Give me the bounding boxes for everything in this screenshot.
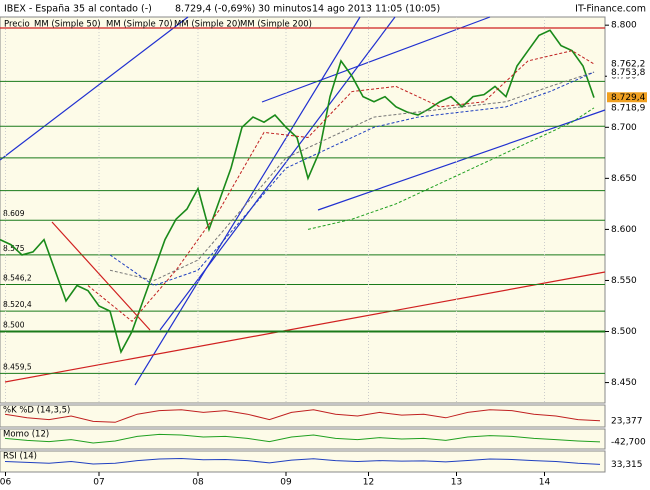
y-tick-label: 8.550 xyxy=(611,276,637,286)
y-tick-label: 8.700 xyxy=(611,123,637,133)
indicator-line xyxy=(4,457,601,465)
y-tick-label: 8.500 xyxy=(611,327,637,337)
panel xyxy=(0,404,606,428)
price-tag xyxy=(607,92,647,103)
panel xyxy=(0,450,606,473)
x-tick-label: 06 xyxy=(0,478,11,488)
series-line xyxy=(109,71,595,287)
trend-line xyxy=(0,16,189,161)
indicator-name: %K %D (14,3,5) xyxy=(3,406,70,416)
x-tick-label: 13 xyxy=(451,478,462,488)
indicator-name: Momo (12) xyxy=(3,430,49,440)
indicator-line xyxy=(4,433,601,444)
price-tag xyxy=(607,67,647,78)
level-label: 8.546,2 xyxy=(3,274,32,283)
legend-entry: Precio xyxy=(4,20,30,30)
series-line xyxy=(0,29,595,355)
symbol: IBEX - España 35 al contado (-) xyxy=(4,4,152,15)
trend-line xyxy=(4,271,606,383)
indicator-line xyxy=(4,409,601,423)
interval: 30 minutos xyxy=(258,4,312,15)
series-line xyxy=(87,50,595,323)
series-line xyxy=(307,107,595,230)
price-tag xyxy=(607,102,647,113)
date: 14 ago 2013 11:05 (10:05) xyxy=(312,4,440,15)
legend-entry: MM (Simple 50) xyxy=(34,20,101,30)
legend-entry: MM (Simple 200) xyxy=(240,20,312,30)
level-label: 8.500 xyxy=(3,321,25,330)
price-tag-label: 8.718,9 xyxy=(611,103,646,113)
trend-line xyxy=(261,16,491,103)
price-tag xyxy=(607,58,647,69)
indicator-last: 33,315 xyxy=(611,460,643,470)
source: IT-Finance.com xyxy=(575,4,646,15)
indicator-last: -42,700 xyxy=(611,437,646,447)
trend-line xyxy=(51,221,151,331)
legend-entry: MM (Simple 70) xyxy=(106,20,173,30)
trend-lines xyxy=(0,16,606,386)
y-tick-label: 8.800 xyxy=(611,21,637,31)
indicator-name: RSI (14) xyxy=(3,452,37,462)
y-tick-label: 8.600 xyxy=(611,225,637,235)
price-tag-label: 8.762,2 xyxy=(611,59,645,69)
x-tick-label: 07 xyxy=(93,478,104,488)
level-label: 8.609 xyxy=(3,209,25,218)
price-tag-label: 8.729,4 xyxy=(611,93,646,103)
y-tick-label: 8.450 xyxy=(611,378,637,388)
legend-entry: MM (Simple 20) xyxy=(174,20,241,30)
trend-line xyxy=(159,16,396,331)
price-tag-label: 8.753,8 xyxy=(611,68,646,78)
level-label: 8.520,4 xyxy=(3,300,32,309)
x-tick-label: 14 xyxy=(539,478,551,488)
y-tick-label: 8.650 xyxy=(611,174,637,184)
quote: 8.729,4 (-0,69%) xyxy=(175,4,255,15)
x-tick-label: 08 xyxy=(192,478,204,488)
trend-line xyxy=(134,16,361,386)
indicator-last: 23,377 xyxy=(611,416,643,426)
x-tick-label: 09 xyxy=(280,478,292,488)
series-line xyxy=(109,71,595,281)
x-tick-label: 12 xyxy=(363,478,374,488)
level-label: 8.459,5 xyxy=(3,362,32,371)
panel xyxy=(0,428,606,450)
